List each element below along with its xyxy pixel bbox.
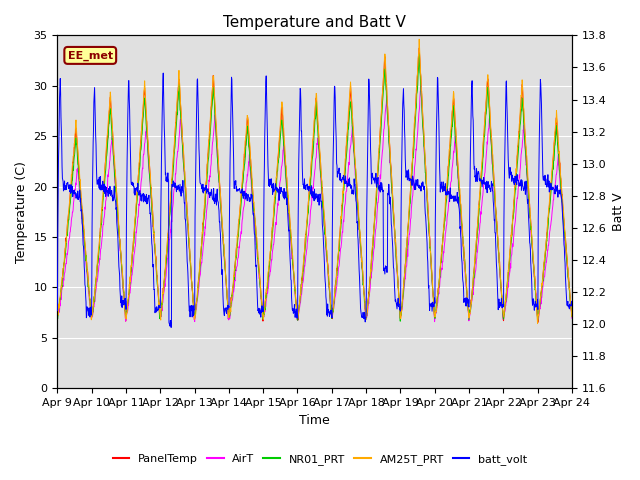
Y-axis label: Temperature (C): Temperature (C) xyxy=(15,161,28,263)
Title: Temperature and Batt V: Temperature and Batt V xyxy=(223,15,406,30)
Y-axis label: Batt V: Batt V xyxy=(612,192,625,231)
X-axis label: Time: Time xyxy=(300,414,330,427)
Text: EE_met: EE_met xyxy=(68,50,113,60)
Legend: PanelTemp, AirT, NR01_PRT, AM25T_PRT, batt_volt: PanelTemp, AirT, NR01_PRT, AM25T_PRT, ba… xyxy=(108,450,532,469)
